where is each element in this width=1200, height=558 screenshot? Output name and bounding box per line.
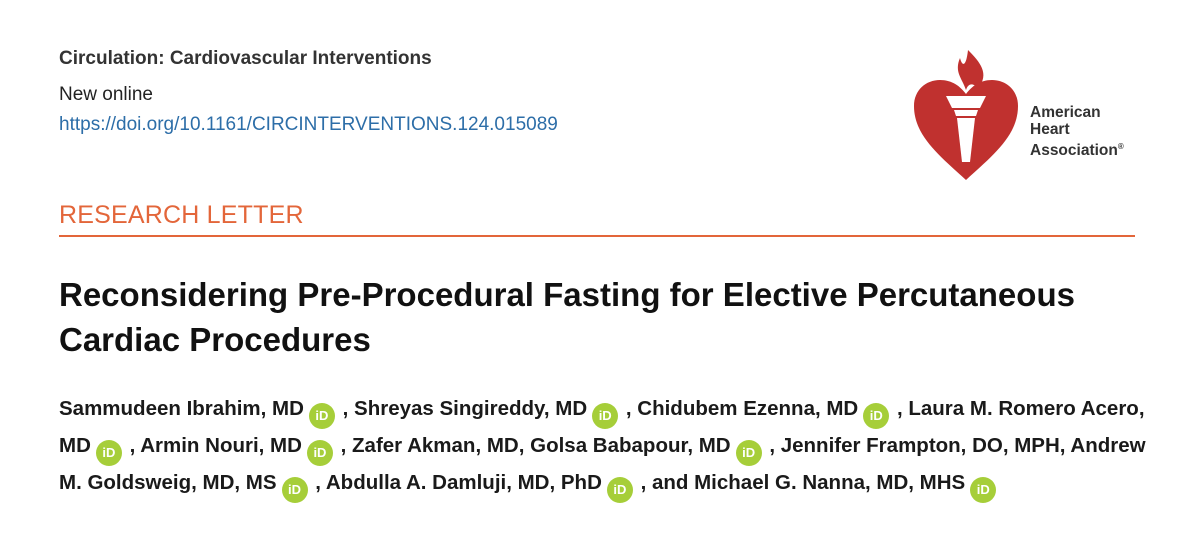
doi-link[interactable]: https://doi.org/10.1161/CIRCINTERVENTION…	[59, 114, 558, 135]
orcid-icon[interactable]: iD	[735, 440, 762, 466]
author-separator: ,	[1059, 434, 1071, 457]
journal-name: Circulation: Cardiovascular Intervention…	[59, 48, 432, 69]
publication-status: New online	[59, 84, 153, 105]
author-name: Michael G. Nanna, MD, MHS	[694, 471, 966, 494]
orcid-icon[interactable]: iD	[592, 403, 619, 429]
author-name: Zafer Akman, MD	[352, 434, 519, 457]
author-separator: ,	[334, 434, 353, 457]
logo-line-3: Association®	[1030, 138, 1124, 159]
heart-torch-icon	[914, 50, 1018, 180]
author-separator: ,	[763, 434, 781, 457]
logo-line-1: American	[1030, 104, 1101, 121]
logo-line-3-text: Association	[1030, 142, 1118, 160]
orcid-icon[interactable]: iD	[306, 440, 333, 466]
orcid-icon[interactable]: iD	[606, 477, 633, 503]
orcid-icon[interactable]: iD	[95, 440, 122, 466]
article-title: Reconsidering Pre-Procedural Fasting for…	[59, 276, 1075, 358]
author-name: Abdulla A. Damluji, MD, PhD	[325, 471, 602, 494]
author-name: Laura M. Romero Acero, MD	[59, 397, 1145, 457]
aha-logo: American Heart Association®	[910, 44, 1140, 184]
author-separator: ,	[336, 397, 355, 420]
author-name: Golsa Babapour, MD	[530, 434, 731, 457]
orcid-icon[interactable]: iD	[970, 477, 997, 503]
author-name: Andrew M. Goldsweig, MD, MS	[59, 434, 1146, 494]
aha-wordmark: American Heart Association®	[1030, 104, 1124, 159]
author-list: Sammudeen Ibrahim, MD iD , Shreyas Singir…	[59, 392, 1149, 503]
registered-mark: ®	[1117, 142, 1124, 151]
author-separator: ,	[891, 397, 909, 420]
author-name: Jennifer Frampton, DO, MPH	[780, 434, 1060, 457]
author-separator: ,	[518, 434, 531, 457]
author-separator: ,	[309, 471, 326, 494]
orcid-icon[interactable]: iD	[281, 477, 308, 503]
orcid-icon[interactable]: iD	[863, 403, 890, 429]
author-separator: ,	[123, 434, 141, 457]
author-name: Shreyas Singireddy, MD	[354, 397, 588, 420]
author-name: Sammudeen Ibrahim, MD	[59, 397, 304, 420]
author-separator: , and	[634, 471, 695, 494]
section-divider	[59, 235, 1135, 237]
author-separator: ,	[620, 397, 638, 420]
orcid-icon[interactable]: iD	[308, 403, 335, 429]
section-label: RESEARCH LETTER	[59, 201, 304, 229]
author-name: Armin Nouri, MD	[140, 434, 302, 457]
logo-line-2: Heart	[1030, 121, 1070, 138]
author-name: Chidubem Ezenna, MD	[637, 397, 859, 420]
